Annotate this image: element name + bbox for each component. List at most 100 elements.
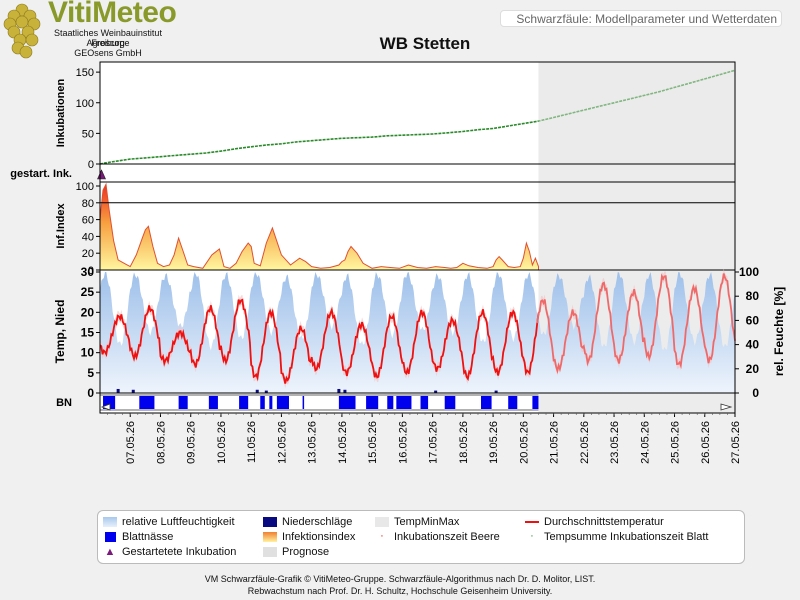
x-tick-label: 12.05.26 — [276, 421, 288, 464]
leaf-wetness-bar — [302, 396, 305, 409]
legend-item-rain: Niederschläge — [263, 515, 352, 529]
logo-text: VitiMeteo — [48, 0, 177, 29]
wet-y2tick-label: 0 — [752, 386, 759, 400]
rain-bar — [337, 388, 341, 393]
x-tick-label: 19.05.26 — [488, 421, 500, 464]
legend-item-started-incubation: ▲ Gestartetete Inkubation — [104, 546, 237, 559]
wet-y2tick-label: 60 — [746, 313, 760, 327]
rain-bar — [434, 390, 438, 393]
x-tick-label: 17.05.26 — [428, 421, 440, 464]
legend-item-tempminmax: TempMinMax — [375, 515, 459, 529]
avg-temperature-line — [99, 298, 540, 384]
leaf-wetness-bar — [420, 396, 429, 409]
grape-berry — [19, 45, 33, 59]
legend-item-humidity: relative Luftfeuchtigkeit — [103, 515, 235, 529]
leaf-wetness-bar — [444, 396, 456, 409]
inf-ytick-label: 40 — [82, 231, 94, 243]
leaf-wetness-bar — [239, 396, 249, 409]
rain-bar — [494, 390, 498, 393]
ink-ytick-label: 100 — [76, 98, 94, 110]
leaf-wetness-bar — [366, 396, 379, 409]
wet-y2tick-label: 40 — [746, 338, 760, 352]
humidity-area — [100, 272, 735, 393]
inf-ytick-label: 100 — [76, 181, 94, 193]
infection-index-area — [99, 182, 539, 271]
x-tick-label: 16.05.26 — [397, 421, 409, 464]
org-line-3: GEOsens GmbH — [74, 48, 142, 58]
ink-ytick-label: 50 — [82, 128, 94, 140]
leaf-wetness-bar — [532, 396, 539, 409]
x-tick-label: 08.05.26 — [155, 421, 167, 464]
x-tick-label: 13.05.26 — [307, 421, 319, 464]
avg-temperature-forecast-line — [536, 273, 736, 375]
inf-ytick-label: 0 — [88, 265, 94, 277]
org-line-1: Staatliches Weinbauinstitut Freiburg — [54, 28, 162, 48]
wet-ytick-label: 0 — [87, 386, 94, 400]
leaf-wetness-bar — [260, 396, 265, 409]
forecast-fade-ink — [538, 62, 735, 164]
ink-ytick-label: 150 — [76, 67, 94, 79]
ink-ylabel: Inkubationen — [55, 79, 67, 148]
wet-ytick-label: 15 — [81, 326, 95, 340]
wet-y2label: rel. Feuchte [%] — [772, 287, 786, 376]
legend-item-leaf-wetness: Blattnässe — [103, 530, 173, 544]
incubation-line — [99, 69, 736, 165]
bn-left-arrow-icon — [100, 403, 111, 411]
wet-ytick-label: 10 — [81, 346, 95, 360]
inf-ytick-label: 60 — [82, 215, 94, 227]
bn-right-arrow-icon — [720, 403, 733, 411]
legend-box: relative Luftfeuchtigkeit Niederschläge … — [97, 510, 745, 564]
leaf-wetness-bar — [481, 396, 492, 409]
x-tick-label: 09.05.26 — [186, 421, 198, 464]
legend-item-forecast: Prognose — [263, 545, 329, 559]
footer-line-2: Rebwachstum nach Prof. Dr. H. Schultz, H… — [247, 586, 553, 596]
ink-ytick-label: 0 — [88, 159, 94, 171]
legend-item-incubation-berry: · Inkubationszeit Beere — [380, 530, 500, 543]
grape-berry — [15, 15, 29, 29]
leaf-wetness-bar — [139, 396, 155, 409]
wet-ylabel: Temp, Nied — [53, 300, 67, 364]
x-tick-label: 24.05.26 — [639, 421, 651, 464]
grape-logo-icon — [3, 3, 41, 59]
x-tick-label: 15.05.26 — [367, 421, 379, 464]
x-tick-label: 18.05.26 — [458, 421, 470, 464]
x-tick-label: 22.05.26 — [579, 421, 591, 464]
wet-y2tick-label: 20 — [746, 362, 760, 376]
footer-line-1: VM Schwarzfäule-Grafik © VitiMeteo-Grupp… — [204, 574, 596, 584]
gest-ylabel: gestart. Ink. — [10, 168, 72, 180]
wet-y2tick-label: 80 — [746, 289, 760, 303]
wet-ytick-label: 5 — [87, 366, 94, 380]
x-tick-label: 21.05.26 — [549, 421, 561, 464]
leaf-wetness-bar — [396, 396, 412, 409]
rain-bar — [343, 389, 347, 393]
x-tick-label: 11.05.26 — [246, 421, 258, 463]
wet-ytick-label: 30 — [81, 265, 95, 279]
rain-bar — [116, 388, 120, 393]
bn-ylabel: BN — [56, 397, 72, 409]
inf-ytick-label: 80 — [82, 198, 94, 210]
x-tick-label: 26.05.26 — [700, 421, 712, 464]
legend-item-avg-temp: Durchschnittstemperatur — [525, 515, 664, 529]
x-tick-label: 14.05.26 — [337, 421, 349, 464]
legend-item-infection-index: Infektionsindex — [263, 530, 355, 544]
leaf-wetness-bar — [338, 396, 356, 409]
wet-ytick-label: 25 — [81, 285, 95, 299]
x-tick-label: 10.05.26 — [216, 421, 228, 464]
leaf-wetness-bar — [508, 396, 518, 409]
inf-ytick-label: 20 — [82, 248, 94, 260]
x-tick-label: 27.05.26 — [730, 421, 742, 464]
legend-item-tempsum-leaf: · Tempsumme Inkubationszeit Blatt — [530, 530, 709, 543]
org-line-2: Agroscope — [86, 38, 130, 48]
rain-bar — [255, 389, 259, 393]
leaf-wetness-bar — [178, 396, 188, 409]
wet-ytick-label: 20 — [81, 305, 95, 319]
x-tick-label: 23.05.26 — [609, 421, 621, 464]
x-tick-label: 25.05.26 — [670, 421, 682, 464]
leaf-wetness-bar — [269, 396, 273, 409]
inf-ylabel: Inf.Index — [55, 203, 67, 249]
rain-bar — [264, 390, 268, 393]
leaf-wetness-bar — [387, 396, 394, 409]
x-tick-label: 07.05.26 — [125, 421, 137, 464]
